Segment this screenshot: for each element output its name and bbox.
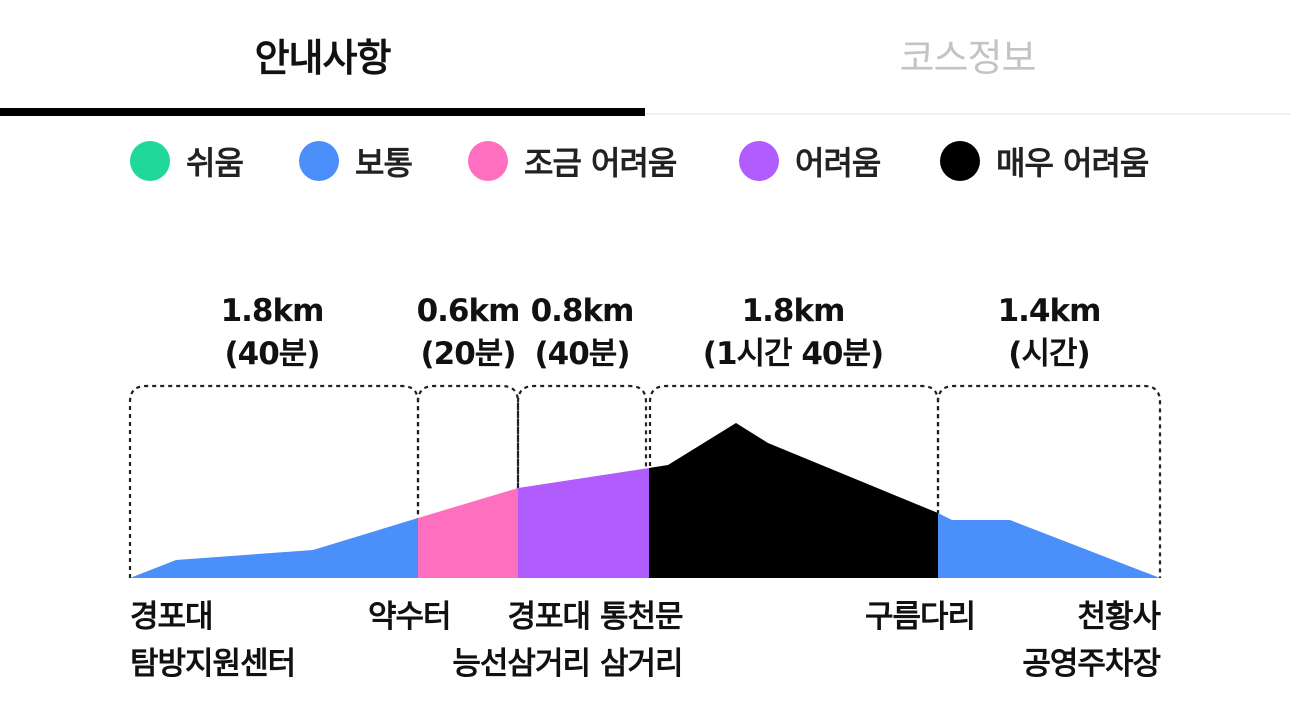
segment-bracket-2 (416, 384, 520, 578)
legend-dot-very-hard (940, 141, 980, 181)
place-name-line2: 탐방지원센터 (130, 646, 296, 682)
tab-bar: 안내사항 코스정보 (0, 0, 1290, 116)
profile-area-slightly-hard (418, 488, 518, 578)
place-name: 약수터 (368, 599, 452, 635)
place-tongcheonmun: 통천문 삼거리 (600, 594, 684, 688)
segment-distance: 0.8km (530, 293, 635, 329)
tab-divider (645, 113, 1290, 115)
legend-label-normal: 보통 (355, 144, 413, 182)
segment-bracket-1 (128, 384, 420, 578)
profile-area-very-hard (649, 423, 938, 578)
legend-dot-easy (130, 141, 170, 181)
legend-dot-slightly-hard (468, 141, 508, 181)
profile-area-normal-2 (938, 513, 1160, 578)
profile-area-normal-1 (130, 518, 418, 578)
place-name-line2: 공영주차장 (1022, 646, 1161, 682)
segment-label-2: 0.6km (20분) (416, 290, 521, 376)
segment-time: (40분) (534, 336, 631, 372)
segment-time: (시간) (1008, 336, 1090, 372)
segment-label-4: 1.8km (1시간 40분) (702, 290, 884, 376)
segment-time: (1시간 40분) (702, 336, 884, 372)
place-name: 천황사 (1077, 599, 1161, 635)
segment-distance: 1.8km (220, 293, 325, 329)
place-end: 천황사 공영주차장 (1022, 594, 1161, 688)
legend-item-hard: 어려움 (739, 138, 881, 184)
place-yaksuteo: 약수터 (368, 594, 452, 641)
segment-label-1: 1.8km (40분) (220, 290, 325, 376)
tab-notice[interactable]: 안내사항 (254, 35, 392, 80)
segment-label-3: 0.8km (40분) (530, 290, 635, 376)
place-start: 경포대 탐방지원센터 (130, 594, 296, 688)
profile-area-hard (518, 468, 649, 578)
segment-distance: 1.4km (997, 293, 1102, 329)
place-name: 경포대 (130, 599, 214, 635)
legend-label-hard: 어려움 (795, 144, 881, 182)
segment-bracket-3 (516, 384, 648, 578)
place-gyeongpodae-junction: 경포대 능선삼거리 (452, 594, 591, 688)
place-cloud-bridge: 구름다리 (865, 594, 976, 641)
segment-time: (20분) (420, 336, 517, 372)
legend-item-slightly-hard: 조금 어려움 (468, 138, 677, 184)
place-name-line2: 삼거리 (600, 646, 684, 682)
segment-bracket-4 (648, 384, 940, 578)
legend-dot-normal (299, 141, 339, 181)
legend-item-normal: 보통 (299, 138, 413, 184)
segment-time: (40분) (224, 336, 321, 372)
segment-distance: 0.6km (416, 293, 521, 329)
tab-course-info[interactable]: 코스정보 (899, 35, 1037, 80)
legend-item-very-hard: 매우 어려움 (940, 138, 1149, 184)
legend-label-very-hard: 매우 어려움 (996, 144, 1149, 182)
active-tab-indicator (0, 108, 645, 116)
segment-label-5: 1.4km (시간) (997, 290, 1102, 376)
place-name: 통천문 (600, 599, 684, 635)
place-name: 구름다리 (865, 599, 976, 635)
segment-distance: 1.8km (741, 293, 846, 329)
legend-label-slightly-hard: 조금 어려움 (524, 144, 677, 182)
segment-bracket-5 (936, 384, 1162, 578)
place-name: 경포대 (507, 599, 591, 635)
legend-dot-hard (739, 141, 779, 181)
legend-label-easy: 쉬움 (186, 144, 244, 182)
legend-item-easy: 쉬움 (130, 138, 244, 184)
place-name-line2: 능선삼거리 (452, 646, 591, 682)
